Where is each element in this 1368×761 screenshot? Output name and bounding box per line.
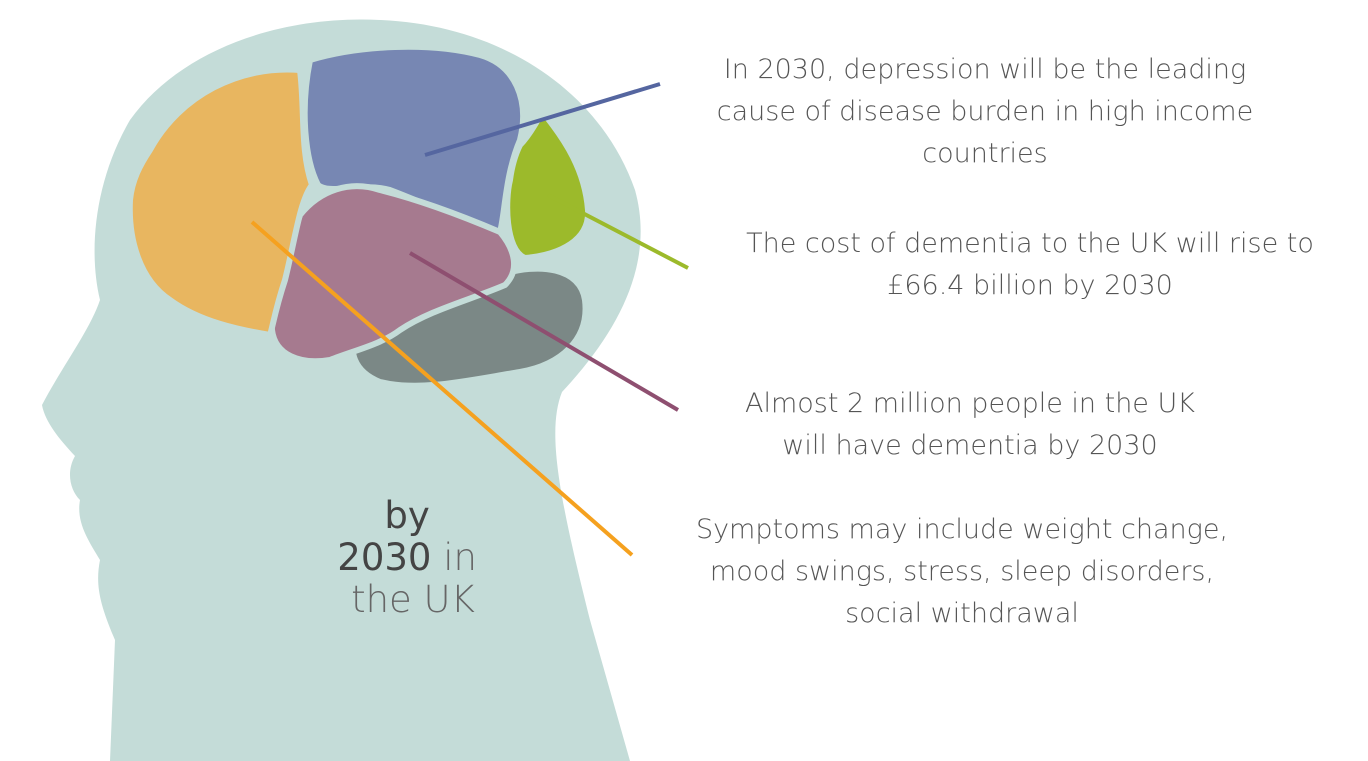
annotation: Symptoms may include weight change, mood … — [696, 514, 1228, 629]
annotation-line: social withdrawal — [845, 598, 1079, 629]
annotation-line: In 2030, depression will be the leading — [724, 54, 1246, 85]
annotations: In 2030, depression will be the leading c… — [696, 54, 1314, 629]
annotation-line: The cost of dementia to the UK will rise… — [746, 228, 1314, 259]
annotation: Almost 2 million people in the UK will ha… — [745, 388, 1195, 461]
label-light: in — [443, 536, 477, 579]
annotation: The cost of dementia to the UK will rise… — [746, 228, 1314, 301]
annotation-line: will have dementia by 2030 — [782, 430, 1157, 461]
annotation-line: Almost 2 million people in the UK — [745, 388, 1195, 419]
annotation-line: mood swings, stress, sleep disorders, — [710, 556, 1214, 587]
annotation-line: Symptoms may include weight change, — [696, 514, 1228, 545]
label-line: by — [384, 494, 429, 537]
annotation-line: £66.4 billion by 2030 — [887, 270, 1173, 301]
annotation-line: cause of disease burden in high income — [717, 96, 1253, 127]
label-line: the UK — [351, 578, 475, 621]
label-line: 2030 in — [337, 536, 477, 579]
annotation: In 2030, depression will be the leading c… — [717, 54, 1253, 169]
label-strong: 2030 — [337, 536, 431, 579]
infographic: by 2030 in the UK In 2030, depression wi… — [0, 0, 1368, 761]
annotation-line: countries — [922, 138, 1047, 169]
